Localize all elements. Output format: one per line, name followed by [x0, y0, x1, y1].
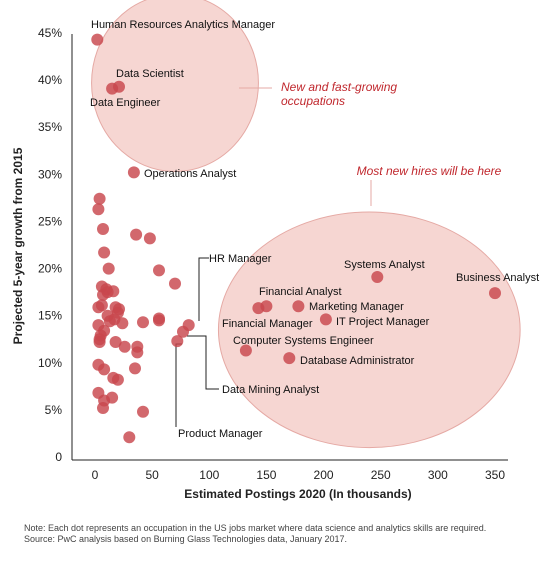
data-point: [111, 373, 124, 386]
data-point: [131, 346, 144, 359]
label-financial-analyst: Financial Analyst: [259, 286, 342, 298]
label-marketing-manager: Marketing Manager: [309, 301, 404, 313]
data-point: [102, 262, 115, 275]
data-point: [130, 228, 143, 241]
label-financial-manager: Financial Manager: [222, 318, 313, 330]
data-point: [169, 277, 181, 290]
x-tick-label: 150: [256, 468, 276, 482]
point-financial-manager: [252, 302, 265, 315]
label-it-project-manager: IT Project Manager: [336, 316, 430, 328]
x-tick-label: 50: [145, 468, 159, 482]
data-point: [101, 286, 114, 299]
highlight-region-new-and-fast-growing-occupations: [91, 0, 259, 172]
x-tick-label: 100: [199, 468, 219, 482]
connector-data-mining-analyst: [187, 335, 219, 390]
y-tick-label: 5%: [45, 403, 63, 417]
label-product-manager: Product Manager: [178, 428, 263, 440]
data-point: [98, 363, 111, 376]
label-operations-analyst: Operations Analyst: [144, 168, 236, 180]
point-data-engineer: [106, 82, 119, 95]
highlight-region-most-new-hires-will-be-here: [217, 211, 521, 449]
label-systems-analyst: Systems Analyst: [344, 259, 425, 271]
y-tick-label: 40%: [38, 73, 62, 87]
label-database-administrator: Database Administrator: [300, 355, 415, 367]
data-point: [95, 299, 108, 312]
data-point: [93, 192, 106, 205]
point-labels: Human Resources Analytics Manager Data Sc…: [90, 19, 539, 440]
callout-new-and-fast-growing-occupations: New and fast-growing occupations: [281, 80, 397, 108]
label-business-analyst: Business Analyst: [456, 272, 539, 284]
highlight-regions: [91, 0, 521, 449]
x-tick-label: 0: [92, 468, 99, 482]
y-tick-label: 20%: [38, 262, 62, 276]
data-point: [153, 264, 165, 277]
y-tick-labels: 0 5% 10% 15% 20% 25% 30% 35% 40% 45%: [38, 26, 62, 464]
data-point: [137, 316, 149, 329]
label-human-resources-analytics-manager: Human Resources Analytics Manager: [91, 19, 275, 31]
point-business-analyst: [489, 287, 501, 300]
data-point: [109, 336, 122, 348]
label-data-mining-analyst: Data Mining Analyst: [222, 384, 319, 396]
point-operations-analyst: [127, 166, 140, 179]
connector-product-manager: [175, 343, 182, 427]
callout-labels: New and fast-growing occupations Most new …: [281, 80, 502, 178]
y-tick-label: 25%: [38, 214, 62, 228]
data-point: [97, 402, 109, 414]
y-tick-label: 10%: [38, 356, 62, 370]
data-point: [129, 362, 141, 375]
point-marketing-manager: [292, 300, 305, 313]
data-point: [106, 391, 119, 404]
data-point: [153, 314, 165, 327]
data-point: [137, 405, 149, 418]
data-point: [97, 223, 109, 235]
point-data-mining-analyst: [177, 325, 189, 338]
chart-note: Note: Each dot represents an occupation …: [24, 523, 486, 533]
data-point: [123, 431, 136, 444]
point-computer-systems-engineer: [239, 344, 252, 357]
data-point: [93, 336, 106, 348]
data-point: [118, 340, 131, 353]
point-database-administrator: [283, 352, 296, 365]
x-tick-label: 350: [485, 468, 505, 482]
data-point: [103, 315, 116, 328]
x-axis-title: Estimated Postings 2020 (In thousands): [184, 487, 411, 501]
callout-most-new-hires-will-be-here: Most new hires will be here: [357, 164, 502, 178]
data-point: [143, 232, 156, 245]
label-data-scientist: Data Scientist: [116, 68, 184, 80]
y-axis-title: Projected 5-year growth from 2015: [11, 147, 25, 344]
y-tick-label: 45%: [38, 26, 62, 40]
x-tick-label: 200: [314, 468, 334, 482]
y-tick-label: 0: [55, 450, 62, 464]
x-tick-label: 250: [371, 468, 391, 482]
axes: [71, 34, 508, 461]
point-systems-analyst: [371, 271, 384, 283]
y-tick-label: 30%: [38, 167, 62, 181]
data-points: [91, 33, 501, 444]
x-tick-labels: 0 50 100 150 200 250 300 350: [92, 468, 506, 482]
point-it-project-manager: [319, 313, 332, 326]
label-computer-systems-engineer: Computer Systems Engineer: [233, 335, 374, 347]
y-tick-label: 35%: [38, 120, 62, 134]
data-point: [92, 203, 105, 216]
data-point: [116, 317, 129, 330]
x-tick-label: 300: [428, 468, 448, 482]
point-product-manager: [171, 335, 184, 348]
data-point: [98, 246, 111, 259]
label-data-engineer: Data Engineer: [90, 97, 161, 109]
label-hr-manager: HR Manager: [209, 253, 272, 265]
y-tick-label: 15%: [38, 309, 62, 323]
connector-hr-manager: [198, 257, 209, 321]
point-human-resources-analytics-manager: [91, 33, 104, 46]
chart-source: Source: PwC analysis based on Burning Gl…: [24, 534, 347, 544]
